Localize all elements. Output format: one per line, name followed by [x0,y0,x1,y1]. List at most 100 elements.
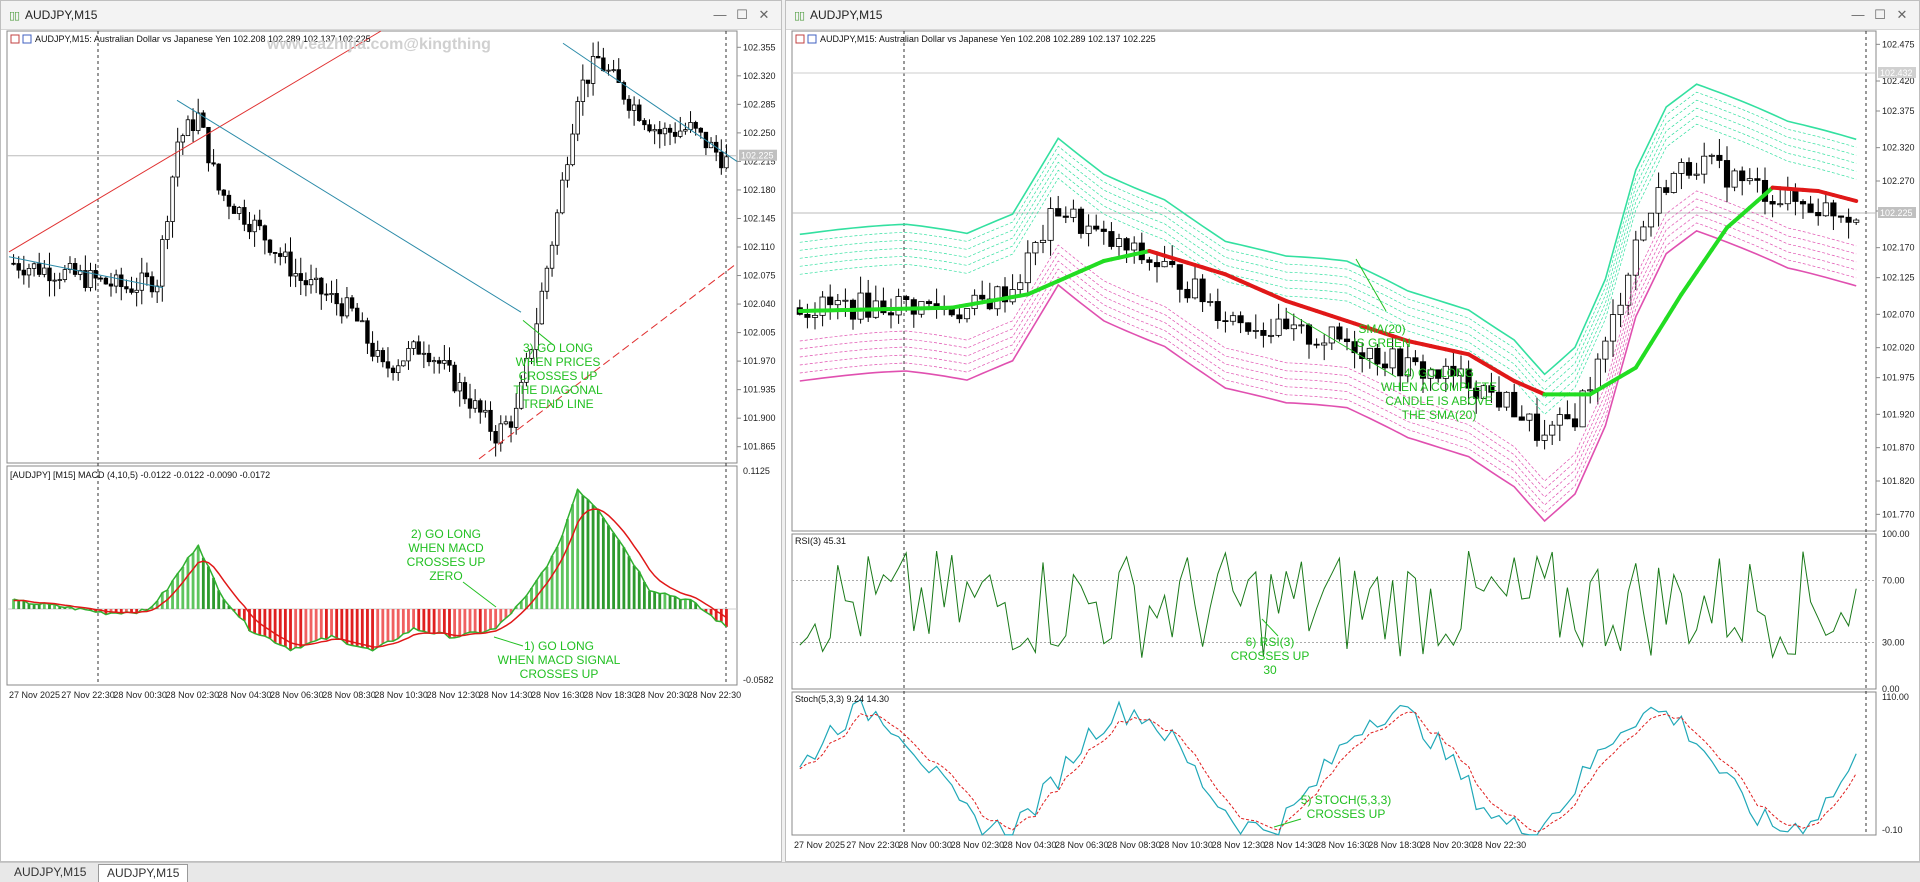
price-candle[interactable] [1565,415,1570,419]
price-candle[interactable] [1512,392,1517,417]
price-candle[interactable] [99,278,103,279]
price-candle[interactable] [540,291,544,324]
price-candle[interactable] [725,157,729,168]
price-candle[interactable] [294,274,298,277]
price-candle[interactable] [1268,335,1273,336]
price-candle[interactable] [602,58,606,71]
price-candle[interactable] [1398,349,1403,376]
price-candle[interactable] [181,136,185,142]
price-candle[interactable] [494,431,498,443]
price-candle[interactable] [1633,240,1638,275]
minimize-button[interactable]: — [709,5,731,25]
price-candle[interactable] [258,220,262,226]
price-candle[interactable] [545,268,549,291]
price-candle[interactable] [1747,179,1752,181]
price-candle[interactable] [1230,316,1235,322]
price-candle[interactable] [1101,229,1106,231]
price-candle[interactable] [1572,419,1577,427]
price-candle[interactable] [335,293,339,303]
price-candle[interactable] [648,125,652,131]
price-candle[interactable] [119,275,123,287]
price-candle[interactable] [1200,279,1205,302]
price-candle[interactable] [22,270,26,275]
price-candle[interactable] [1618,305,1623,314]
price-candle[interactable] [114,275,118,286]
price-candle[interactable] [1033,243,1038,253]
price-candle[interactable] [1322,343,1327,345]
price-candle[interactable] [586,80,590,83]
price-candle[interactable] [191,120,195,131]
price-candle[interactable] [407,348,411,360]
price-candle[interactable] [1823,203,1828,216]
price-candle[interactable] [1162,261,1167,266]
price-candle[interactable] [1740,171,1745,181]
price-candle[interactable] [104,278,108,284]
price-candle[interactable] [17,264,21,271]
close-button[interactable]: ✕ [1891,5,1913,25]
price-candle[interactable] [1208,301,1213,302]
price-candle[interactable] [684,130,688,132]
price-candle[interactable] [166,222,170,240]
price-candle[interactable] [37,264,41,275]
price-candle[interactable] [607,70,611,71]
price-candle[interactable] [1831,203,1836,216]
price-candle[interactable] [581,80,585,101]
price-candle[interactable] [222,190,226,195]
price-candle[interactable] [371,343,375,356]
price-candle[interactable] [571,134,575,165]
price-candle[interactable] [1132,243,1137,250]
price-candle[interactable] [1709,155,1714,156]
price-candle[interactable] [366,321,370,344]
price-candle[interactable] [330,293,334,294]
price-candle[interactable] [694,122,698,128]
price-candle[interactable] [1253,330,1258,331]
price-candle[interactable] [663,128,667,134]
price-candle[interactable] [463,382,467,398]
price-candle[interactable] [458,382,462,390]
price-candle[interactable] [381,350,385,361]
price-candle[interactable] [402,361,406,366]
price-candle[interactable] [48,268,52,281]
price-candle[interactable] [820,297,825,315]
price-candle[interactable] [1664,188,1669,193]
price-candle[interactable] [1170,261,1175,264]
price-candle[interactable] [289,252,293,276]
main-price-pane[interactable] [792,31,1876,531]
price-candle[interactable] [437,361,441,364]
price-candle[interactable] [1808,204,1813,212]
price-candle[interactable] [299,274,303,281]
price-candle[interactable] [591,56,595,83]
price-candle[interactable] [1147,260,1152,263]
price-candle[interactable] [58,280,62,281]
price-candle[interactable] [489,410,493,431]
price-candle[interactable] [566,165,570,180]
left-chart-canvas[interactable]: 102.355102.320102.285102.250102.215102.1… [1,29,781,862]
price-candle[interactable] [1071,209,1076,217]
price-candle[interactable] [1610,315,1615,341]
price-candle[interactable] [1048,209,1053,241]
price-candle[interactable] [422,353,426,354]
price-candle[interactable] [1078,209,1083,233]
main-price-pane[interactable] [7,31,737,463]
price-candle[interactable] [1595,359,1600,390]
price-candle[interactable] [145,273,149,277]
price-candle[interactable] [284,252,288,257]
price-candle[interactable] [1185,289,1190,297]
price-candle[interactable] [673,132,677,136]
tab-chart-2[interactable]: AUDJPY,M15 [98,864,188,882]
price-candle[interactable] [1284,319,1289,329]
price-candle[interactable] [1223,321,1228,322]
price-candle[interactable] [84,271,88,288]
price-candle[interactable] [1588,390,1593,391]
price-candle[interactable] [484,410,488,412]
price-candle[interactable] [248,224,252,231]
price-candle[interactable] [1778,204,1783,205]
price-candle[interactable] [957,315,962,319]
price-candle[interactable] [643,121,647,125]
price-candle[interactable] [478,401,482,412]
price-candle[interactable] [1671,173,1676,192]
price-candle[interactable] [1626,275,1631,305]
price-candle[interactable] [1063,216,1068,217]
price-candle[interactable] [1816,212,1821,215]
